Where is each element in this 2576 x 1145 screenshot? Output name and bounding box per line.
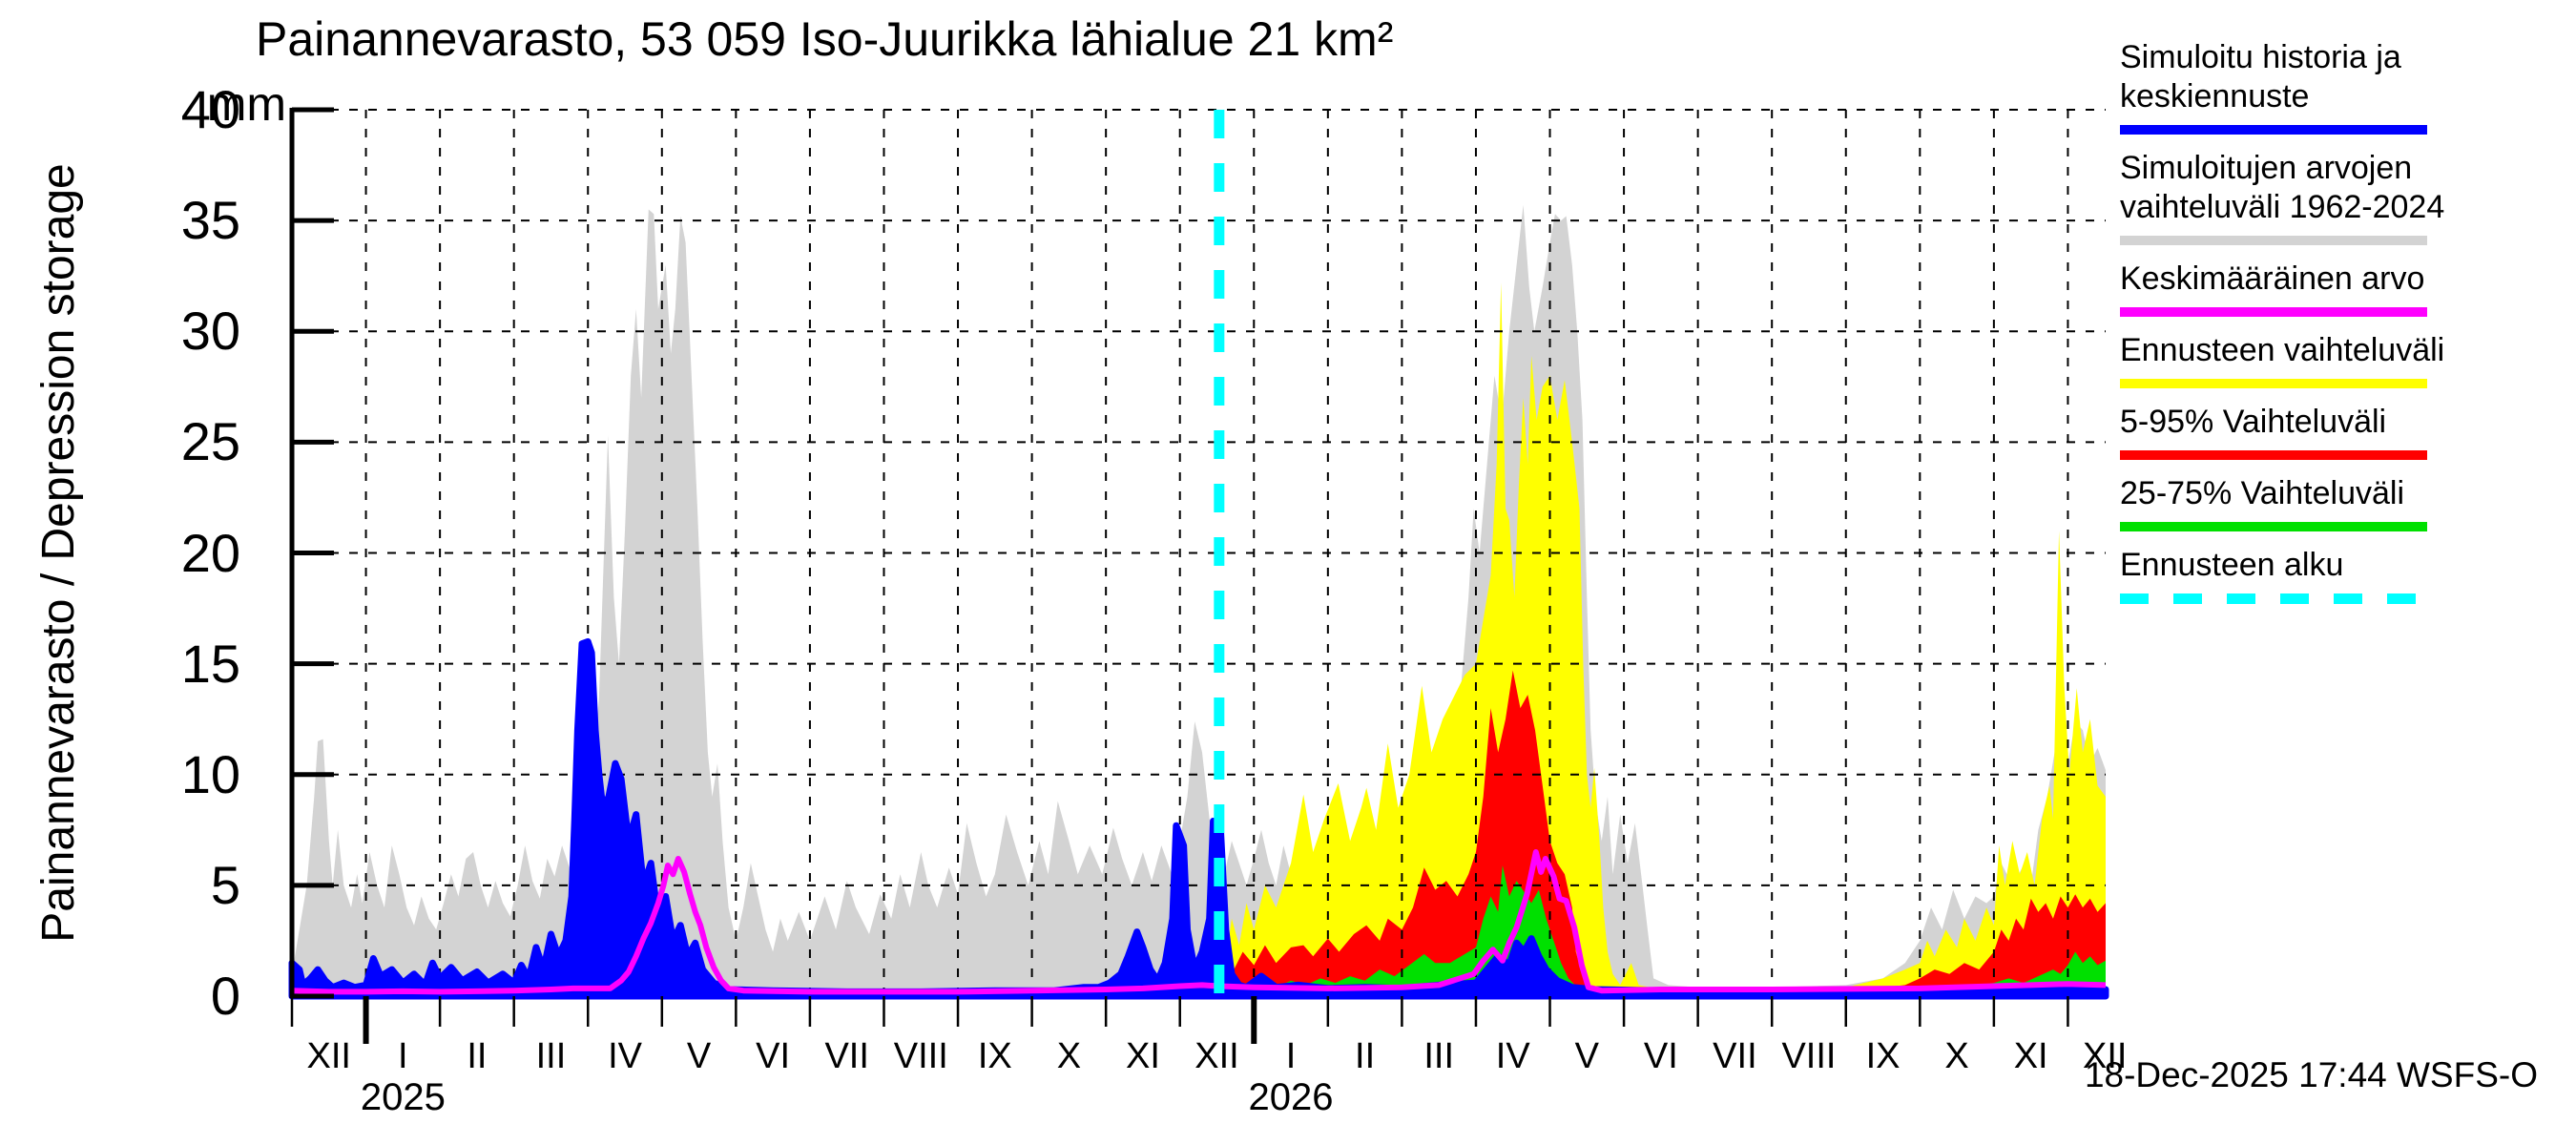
x-axis-month-label: II bbox=[1355, 1036, 1376, 1076]
legend-label: Keskimääräinen arvo bbox=[2120, 260, 2425, 297]
y-axis-tick-label: 0 bbox=[210, 966, 240, 1026]
legend-label: 5-95% Vaihteluväli bbox=[2120, 404, 2387, 440]
legend-item-forecast-range: Ennusteen vaihteluväli bbox=[2120, 331, 2549, 388]
x-axis-month-label: VIII bbox=[1781, 1036, 1837, 1076]
x-axis-month-label: XII bbox=[306, 1036, 351, 1076]
x-axis-month-label: VII bbox=[824, 1036, 869, 1076]
y-axis-tick-label: 30 bbox=[180, 301, 240, 362]
series-area-range-25-75 bbox=[1218, 865, 2106, 996]
legend-item-range-5-95: 5-95% Vaihteluväli bbox=[2120, 403, 2549, 460]
y-axis-tick-label: 20 bbox=[180, 522, 240, 583]
x-axis-month-label: IV bbox=[1495, 1036, 1530, 1076]
x-axis-month-label: XII bbox=[1195, 1036, 1239, 1076]
y-axis-tick-label: 25 bbox=[180, 411, 240, 472]
legend-item-range-25-75: 25-75% Vaihteluväli bbox=[2120, 474, 2549, 531]
legend-label: 25-75% Vaihteluväli bbox=[2120, 475, 2404, 511]
legend-swatch-simulated-range bbox=[2120, 236, 2427, 245]
legend: Simuloitu historia ja keskiennuste Simulo… bbox=[2120, 38, 2549, 618]
x-axis-month-label: V bbox=[686, 1036, 712, 1076]
legend-swatch-range-25-75 bbox=[2120, 522, 2427, 531]
x-axis-month-label: I bbox=[398, 1036, 408, 1076]
x-axis-month-label: VIII bbox=[893, 1036, 948, 1076]
legend-item-mean-value: Keskimääräinen arvo bbox=[2120, 260, 2549, 317]
legend-item-forecast-start: Ennusteen alku bbox=[2120, 546, 2549, 604]
x-axis-month-label: XII bbox=[2082, 1036, 2128, 1076]
y-axis-tick-label: 40 bbox=[180, 79, 240, 139]
x-axis-month-label: X bbox=[1944, 1036, 1969, 1076]
series-area-range-5-95 bbox=[1218, 670, 2106, 996]
series-mean-line bbox=[291, 849, 2107, 995]
legend-label: Simuloitujen arvojen vaihteluväli 1962-2… bbox=[2120, 150, 2445, 225]
x-axis-month-label: XI bbox=[1125, 1036, 1160, 1076]
legend-item-simulated-history: Simuloitu historia ja keskiennuste bbox=[2120, 38, 2549, 135]
x-axis-month-label: VII bbox=[1713, 1036, 1757, 1076]
legend-label: Ennusteen vaihteluväli bbox=[2120, 332, 2445, 368]
y-axis-tick-label: 15 bbox=[180, 633, 240, 694]
legend-swatch-forecast-range bbox=[2120, 379, 2427, 388]
x-axis-month-label: X bbox=[1056, 1036, 1082, 1076]
y-axis-tick-label: 35 bbox=[180, 190, 240, 251]
x-axis-month-label: VI bbox=[756, 1036, 791, 1076]
x-axis-month-label: V bbox=[1574, 1036, 1599, 1076]
timestamp: 18-Dec-2025 17:44 WSFS-O bbox=[2084, 1055, 2538, 1094]
legend-swatch-range-5-95 bbox=[2120, 450, 2427, 460]
series-area-simulated-range-1962-2024 bbox=[292, 204, 2106, 996]
x-axis-year-label: 2026 bbox=[1248, 1076, 1334, 1118]
series-history-median bbox=[288, 637, 2109, 1000]
x-axis-month-label: I bbox=[1285, 1036, 1297, 1076]
series-area-forecast-range bbox=[1218, 282, 2106, 996]
x-axis-month-label: III bbox=[535, 1036, 567, 1076]
legend-swatch-simulated-history bbox=[2120, 125, 2427, 135]
legend-swatch-forecast-start bbox=[2120, 593, 2427, 604]
y-axis-tick-label: 10 bbox=[180, 743, 240, 804]
legend-label: Ennusteen alku bbox=[2120, 547, 2344, 583]
x-axis-year-label: 2025 bbox=[360, 1076, 446, 1118]
chart-title: Painannevarasto, 53 059 Iso-Juurikka läh… bbox=[256, 12, 1394, 66]
x-axis-month-label: IX bbox=[1865, 1036, 1901, 1076]
legend-swatch-mean-value bbox=[2120, 307, 2427, 317]
x-axis-month-label: II bbox=[467, 1036, 488, 1076]
y-axis-unit: mm bbox=[206, 77, 286, 131]
x-axis-month-label: VI bbox=[1643, 1036, 1678, 1076]
x-axis-month-label: XI bbox=[2013, 1036, 2048, 1076]
x-axis-month-label: IV bbox=[608, 1036, 642, 1076]
x-axis-month-label: III bbox=[1423, 1036, 1455, 1076]
legend-item-simulated-range: Simuloitujen arvojen vaihteluväli 1962-2… bbox=[2120, 149, 2549, 245]
legend-label: Simuloitu historia ja keskiennuste bbox=[2120, 39, 2401, 114]
x-axis-month-label: IX bbox=[977, 1036, 1012, 1076]
y-axis-tick-label: 5 bbox=[210, 854, 240, 915]
